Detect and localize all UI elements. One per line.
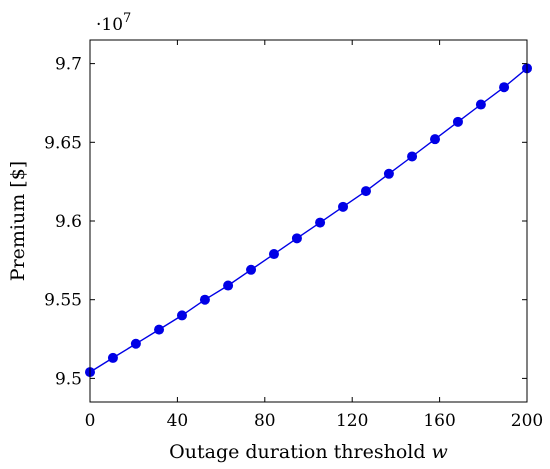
y-axis-label: Premium [$] (7, 161, 29, 281)
data-point (475, 99, 486, 110)
x-tick-label: 0 (85, 411, 96, 431)
y-scale-label: ·107 (96, 11, 131, 35)
data-point (107, 352, 118, 363)
x-tick-label: 200 (511, 411, 543, 431)
data-point (176, 310, 187, 321)
data-point (154, 324, 165, 335)
data-point (360, 186, 371, 197)
x-tick-label: 120 (336, 411, 368, 431)
y-tick-label: 9.65 (44, 133, 82, 153)
x-tick-label: 80 (254, 411, 276, 431)
data-point (268, 249, 279, 260)
data-point (199, 294, 210, 305)
plot-frame (89, 39, 528, 403)
data-point (383, 168, 394, 179)
data-point (291, 233, 302, 244)
plot-marks (85, 63, 532, 378)
x-axis-label: Outage duration threshold w (169, 441, 448, 463)
y-tick-label: 9.7 (55, 55, 82, 75)
y-tick-label: 9.55 (44, 291, 82, 311)
data-point (130, 338, 141, 349)
x-tick-label: 40 (167, 411, 189, 431)
data-point (452, 116, 463, 127)
data-point (246, 264, 257, 275)
data-point (315, 217, 326, 228)
x-tick-label: 160 (423, 411, 455, 431)
y-tick-label: 9.5 (55, 369, 82, 389)
data-point (407, 151, 418, 162)
data-point (223, 280, 234, 291)
data-point (338, 201, 349, 212)
axis-ticks: 0 40 80 120 160 200 9.5 9.55 9.6 9.65 9.7 (44, 40, 543, 431)
y-tick-label: 9.6 (55, 212, 82, 232)
data-point (499, 82, 510, 93)
data-point (430, 134, 441, 145)
